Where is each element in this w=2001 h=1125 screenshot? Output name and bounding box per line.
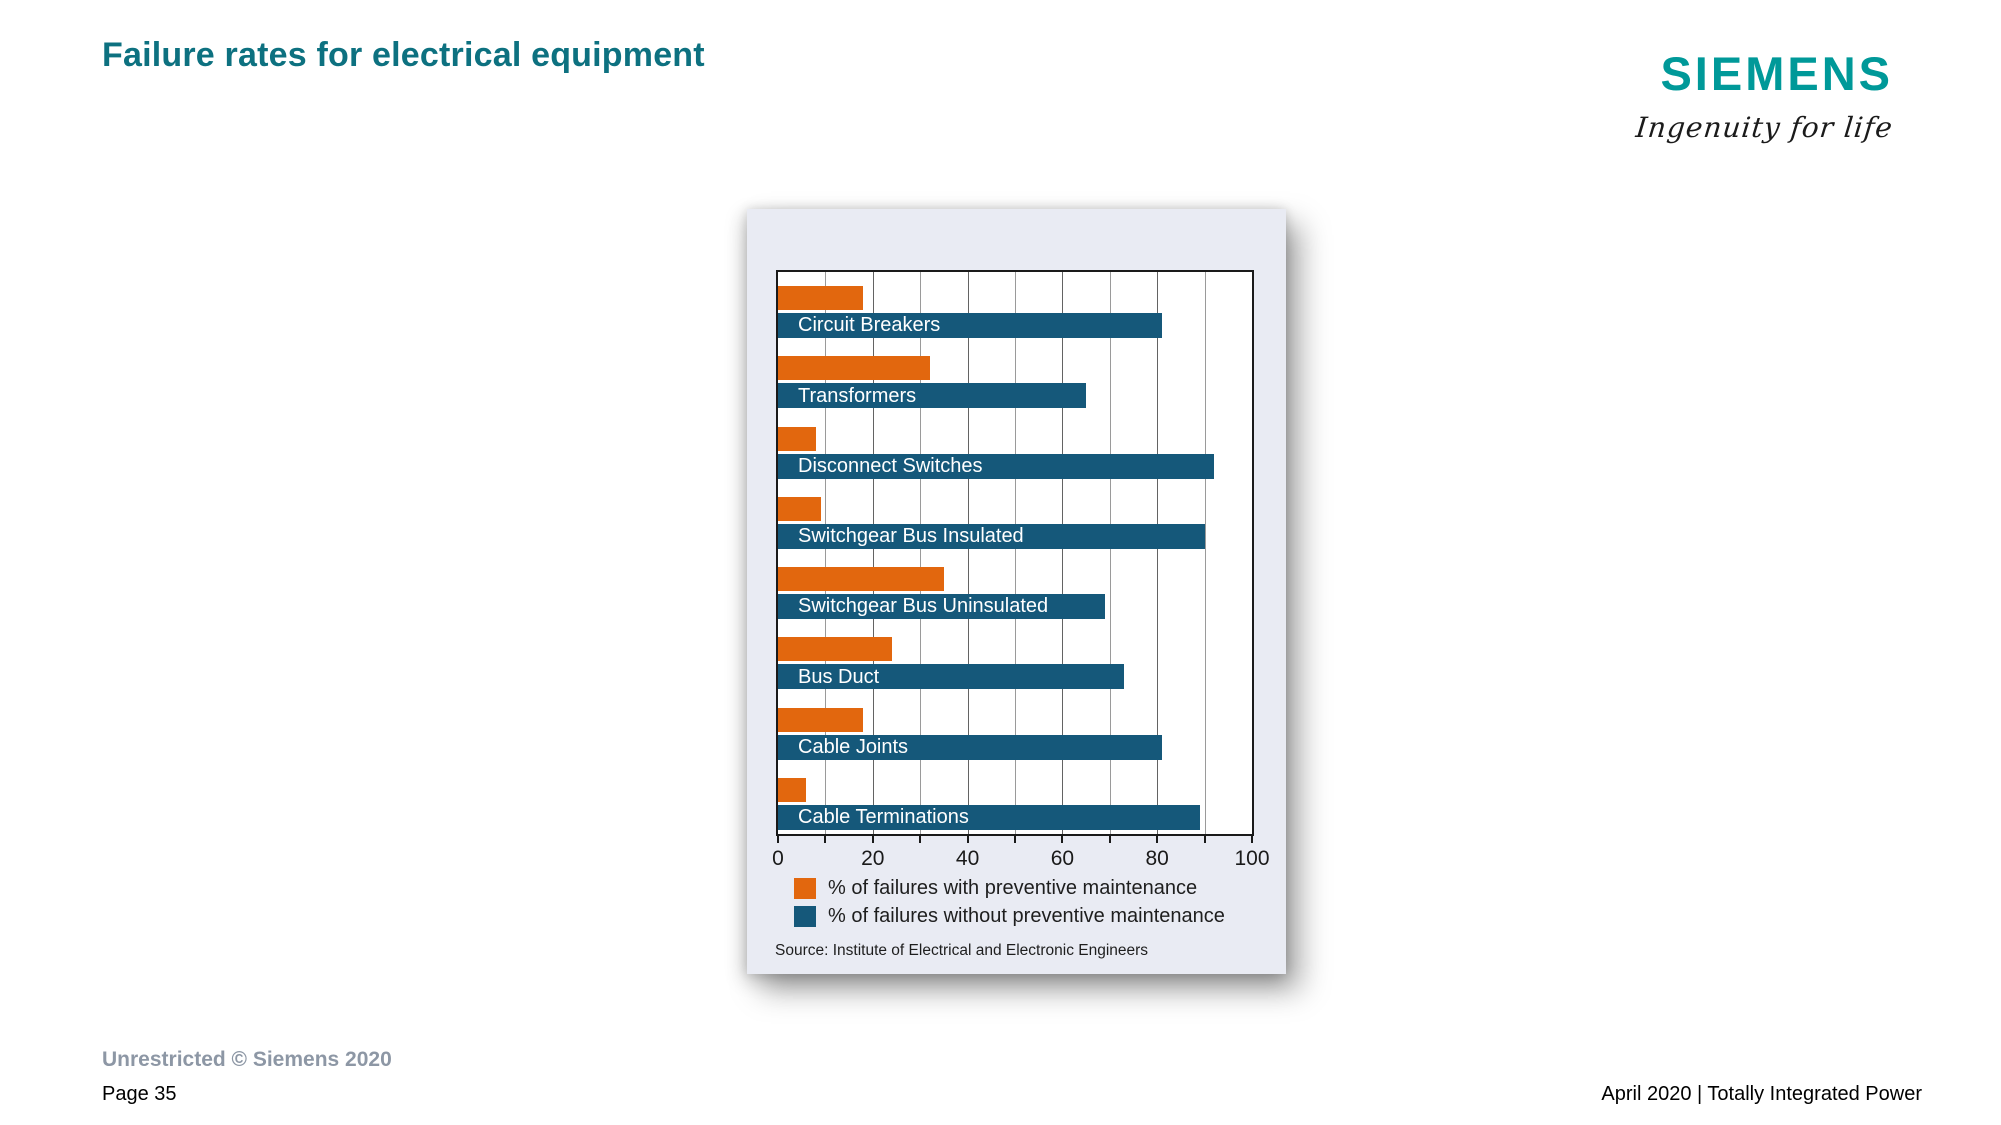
gridline-70 — [1109, 272, 1111, 834]
axis-tick-50 — [1014, 836, 1016, 843]
bar-row-circuit-breakers: Circuit Breakers — [778, 272, 1252, 342]
category-label: Switchgear Bus Uninsulated — [798, 595, 1049, 618]
bar-with-maintenance — [778, 777, 807, 802]
legend-label-with-maintenance: % of failures with preventive maintenanc… — [828, 876, 1198, 899]
gridline-10 — [825, 272, 827, 834]
axis-tick-0 — [777, 836, 779, 843]
axis-label-0: 0 — [772, 847, 784, 870]
bar-without-maintenance: Switchgear Bus Insulated — [778, 523, 1205, 549]
page-title: Failure rates for electrical equipment — [102, 36, 705, 74]
gridline-60 — [1062, 272, 1064, 834]
bar-without-maintenance: Cable Joints — [778, 734, 1162, 760]
bar-row-disconnect-switches: Disconnect Switches — [778, 413, 1252, 483]
category-label: Circuit Breakers — [798, 314, 941, 337]
source-note: Source: Institute of Electrical and Elec… — [775, 942, 1149, 959]
gridline-50 — [1015, 272, 1016, 834]
bar-chart-plot: Circuit Breakers Transformers Disconnect S… — [776, 270, 1254, 836]
classification-text: Unrestricted © Siemens 2020 — [102, 1048, 392, 1071]
chart-legend: % of failures with preventive maintenanc… — [794, 875, 1225, 931]
axis-tick-80 — [1156, 836, 1159, 843]
axis-label-100: 100 — [1234, 847, 1270, 870]
axis-label-80: 80 — [1145, 847, 1169, 870]
bar-without-maintenance: Circuit Breakers — [778, 313, 1162, 338]
axis-tick-10 — [824, 836, 827, 843]
legend-label-without-maintenance: % of failures without preventive mainten… — [828, 904, 1225, 927]
axis-tick-60 — [1061, 836, 1064, 843]
bar-row-transformers: Transformers — [778, 342, 1252, 412]
gridline-90 — [1204, 272, 1206, 834]
axis-tick-90 — [1203, 836, 1206, 843]
category-label: Cable Joints — [798, 735, 909, 758]
bar-with-maintenance — [778, 426, 816, 451]
axis-tick-40 — [966, 836, 969, 843]
bar-without-maintenance: Transformers — [778, 383, 1087, 409]
page-number: Page 35 — [102, 1083, 177, 1105]
gridline-30 — [920, 272, 922, 834]
bar-without-maintenance: Cable Terminations — [778, 804, 1200, 830]
x-axis: 0 20 40 60 80 100 — [772, 836, 1270, 882]
bar-row-cable-joints: Cable Joints — [778, 694, 1252, 764]
bar-with-maintenance — [778, 637, 892, 662]
axis-tick-100 — [1251, 836, 1253, 843]
siemens-logo: SIEMENS — [1660, 47, 1893, 100]
category-label: Switchgear Bus Insulated — [798, 525, 1024, 548]
axis-label-40: 40 — [955, 847, 980, 870]
bar-row-cable-terminations: Cable Terminations — [778, 764, 1252, 834]
bar-with-maintenance — [778, 567, 944, 591]
axis-tick-20 — [871, 836, 874, 843]
bar-with-maintenance — [778, 356, 930, 381]
bar-with-maintenance — [778, 496, 821, 521]
category-label: Cable Terminations — [798, 806, 969, 829]
gridline-20 — [872, 272, 874, 834]
siemens-tagline: Ingenuity for life — [1634, 111, 1895, 144]
bar-without-maintenance: Switchgear Bus Uninsulated — [778, 594, 1106, 619]
bar-row-switchgear-bus-uninsulated: Switchgear Bus Uninsulated — [778, 553, 1252, 623]
axis-tick-70 — [1108, 836, 1111, 843]
category-label: Disconnect Switches — [798, 454, 983, 477]
axis-tick-30 — [919, 836, 922, 843]
bar-without-maintenance: Disconnect Switches — [778, 453, 1215, 479]
gridline-40 — [967, 272, 969, 834]
axis-label-60: 60 — [1050, 847, 1075, 870]
siemens-brand: SIEMENS Ingenuity for life — [1634, 47, 1895, 144]
bar-row-switchgear-bus-insulated: Switchgear Bus Insulated — [778, 483, 1252, 553]
legend-item-with-maintenance: % of failures with preventive maintenanc… — [794, 875, 1225, 901]
chart-panel: Circuit Breakers Transformers Disconnect S… — [747, 209, 1286, 974]
legend-swatch-blue — [794, 905, 816, 927]
legend-swatch-orange — [794, 877, 816, 899]
bar-with-maintenance — [778, 286, 864, 310]
gridline-80 — [1157, 272, 1159, 834]
axis-label-20: 20 — [861, 847, 885, 870]
bar-without-maintenance: Bus Duct — [778, 664, 1125, 690]
bar-with-maintenance — [778, 707, 864, 732]
footer-right-text: April 2020 | Totally Integrated Power — [1601, 1083, 1922, 1105]
legend-item-without-maintenance: % of failures without preventive mainten… — [794, 903, 1225, 929]
category-label: Bus Duct — [798, 665, 880, 688]
bar-row-bus-duct: Bus Duct — [778, 623, 1252, 693]
category-label: Transformers — [798, 384, 917, 407]
